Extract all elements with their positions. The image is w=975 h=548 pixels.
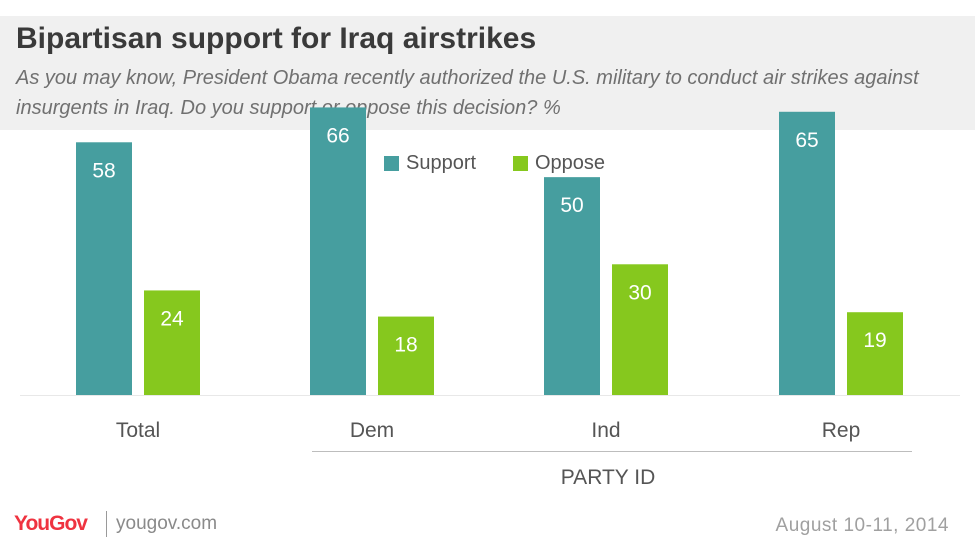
legend-swatch-support [384, 156, 399, 171]
bar-support-dem [310, 107, 366, 395]
footer-site-link[interactable]: yougov.com [116, 513, 218, 534]
category-label-rep: Rep [822, 419, 861, 442]
legend-item-oppose: Oppose [513, 152, 605, 175]
survey-date: August 10-11, 2014 [775, 515, 949, 536]
data-label-support-ind: 50 [560, 194, 583, 217]
legend-item-support: Support [384, 152, 476, 175]
category-label-ind: Ind [591, 419, 620, 442]
data-label-oppose-total: 24 [160, 307, 184, 330]
bar-support-ind [544, 177, 600, 395]
data-label-oppose-rep: 19 [863, 329, 886, 352]
legend-label-oppose: Oppose [535, 152, 606, 174]
page-subtitle: As you may know, President Obama recentl… [16, 67, 919, 119]
bar-oppose-rep [847, 312, 903, 395]
data-label-oppose-ind: 30 [628, 281, 651, 304]
bar-oppose-total [144, 290, 200, 395]
bar-support-rep [779, 111, 835, 396]
page-title: Bipartisan support for Iraq airstrikes [16, 22, 537, 55]
data-label-support-dem: 66 [326, 124, 349, 147]
category-label-dem: Dem [350, 419, 394, 442]
footer-divider [106, 511, 107, 537]
bar-support-total [76, 142, 132, 395]
yougov-logo: YouGov [14, 512, 88, 535]
group-label-party-id: PARTY ID [561, 466, 656, 489]
bar-oppose-ind [612, 264, 668, 395]
header-panel: Bipartisan support for Iraq airstrikes A… [0, 16, 975, 130]
category-label-total: Total [116, 419, 160, 442]
legend-swatch-oppose [513, 156, 528, 171]
data-label-oppose-dem: 18 [394, 334, 417, 357]
legend-label-support: Support [406, 152, 477, 174]
data-label-support-rep: 65 [795, 129, 818, 152]
data-label-support-total: 58 [92, 159, 115, 182]
bar-oppose-dem [378, 316, 434, 395]
chart-legend: Support Oppose [0, 152, 975, 178]
